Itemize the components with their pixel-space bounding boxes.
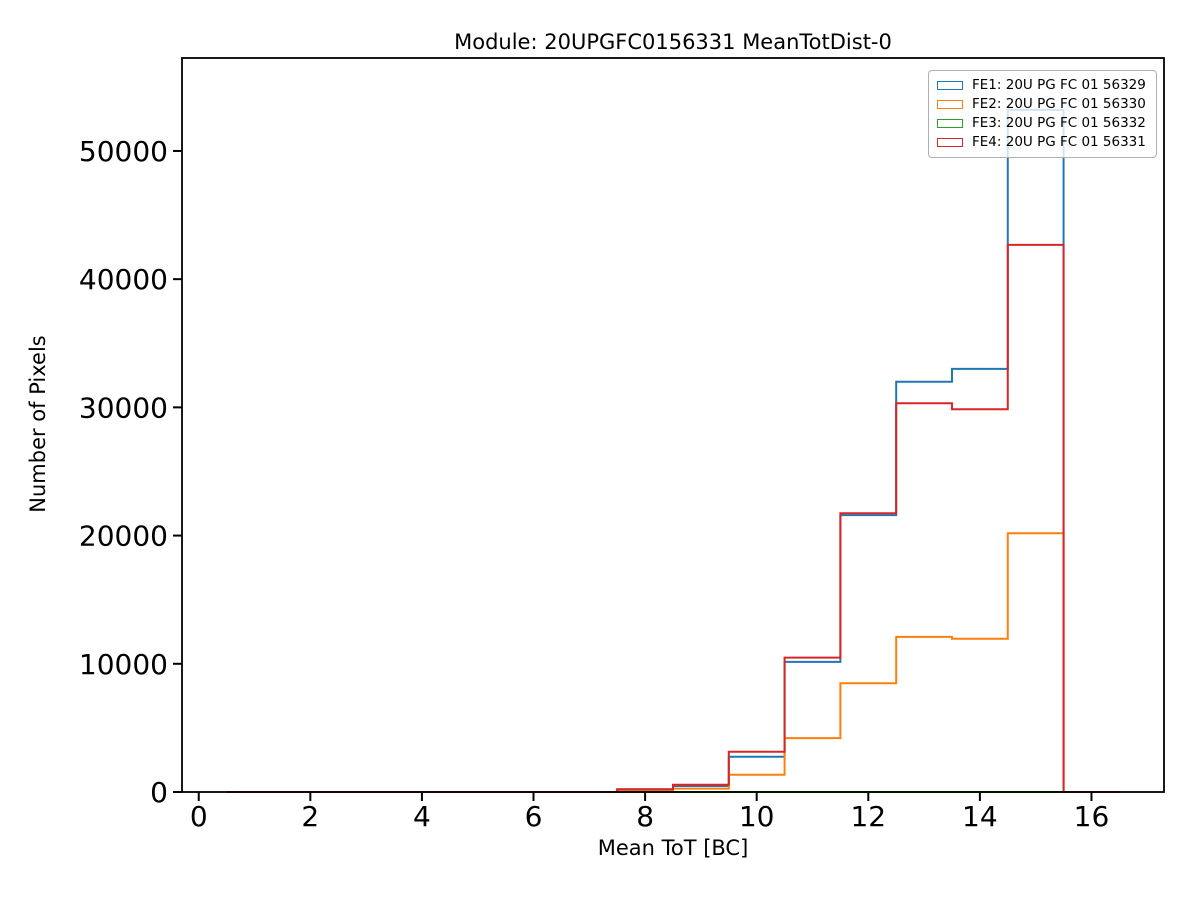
y-tick-label: 40000 [79, 263, 168, 296]
axes-frame [181, 57, 1165, 793]
legend-item: FE3: 20U PG FC 01 56332 [937, 115, 1148, 132]
y-tick-label: 0 [150, 776, 168, 809]
chart-title: Module: 20UPGFC0156331 MeanTotDist-0 [454, 30, 892, 54]
legend-item: FE1: 20U PG FC 01 56329 [937, 77, 1148, 94]
legend-label: FE2: 20U PG FC 01 56330 [972, 95, 1146, 112]
series-fe2-line [226, 532, 1120, 793]
legend-swatch-fe1 [937, 81, 963, 90]
y-axis-label: Number of Pixels [26, 335, 50, 513]
legend-item: FE2: 20U PG FC 01 56330 [937, 96, 1148, 113]
x-tick-label: 6 [525, 800, 543, 833]
x-tick-label: 0 [190, 800, 208, 833]
y-tick-label: 10000 [79, 648, 168, 681]
legend-swatch-fe4 [937, 138, 963, 147]
legend-swatch-fe2 [937, 100, 963, 109]
x-tick-label: 2 [301, 800, 319, 833]
x-axis-label: Mean ToT [BC] [597, 836, 749, 860]
legend-label: FE3: 20U PG FC 01 56332 [972, 114, 1146, 131]
legend-item: FE4: 20U PG FC 01 56331 [937, 134, 1148, 151]
y-tick-label: 50000 [79, 135, 168, 168]
x-tick-label: 10 [739, 800, 775, 833]
y-tick-label: 20000 [79, 520, 168, 553]
x-tick-label: 12 [850, 800, 886, 833]
y-tick-label: 30000 [79, 391, 168, 424]
legend-label: FE4: 20U PG FC 01 56331 [972, 133, 1146, 150]
legend: FE1: 20U PG FC 01 56329 FE2: 20U PG FC 01… [928, 70, 1157, 158]
legend-label: FE1: 20U PG FC 01 56329 [972, 76, 1146, 93]
x-tick-label: 16 [1074, 800, 1110, 833]
x-tick-label: 8 [636, 800, 654, 833]
x-tick-label: 4 [413, 800, 431, 833]
x-tick-label: 14 [962, 800, 998, 833]
series-fe1-line [226, 108, 1120, 793]
legend-swatch-fe3 [937, 119, 963, 128]
series-fe4-line [226, 243, 1120, 793]
